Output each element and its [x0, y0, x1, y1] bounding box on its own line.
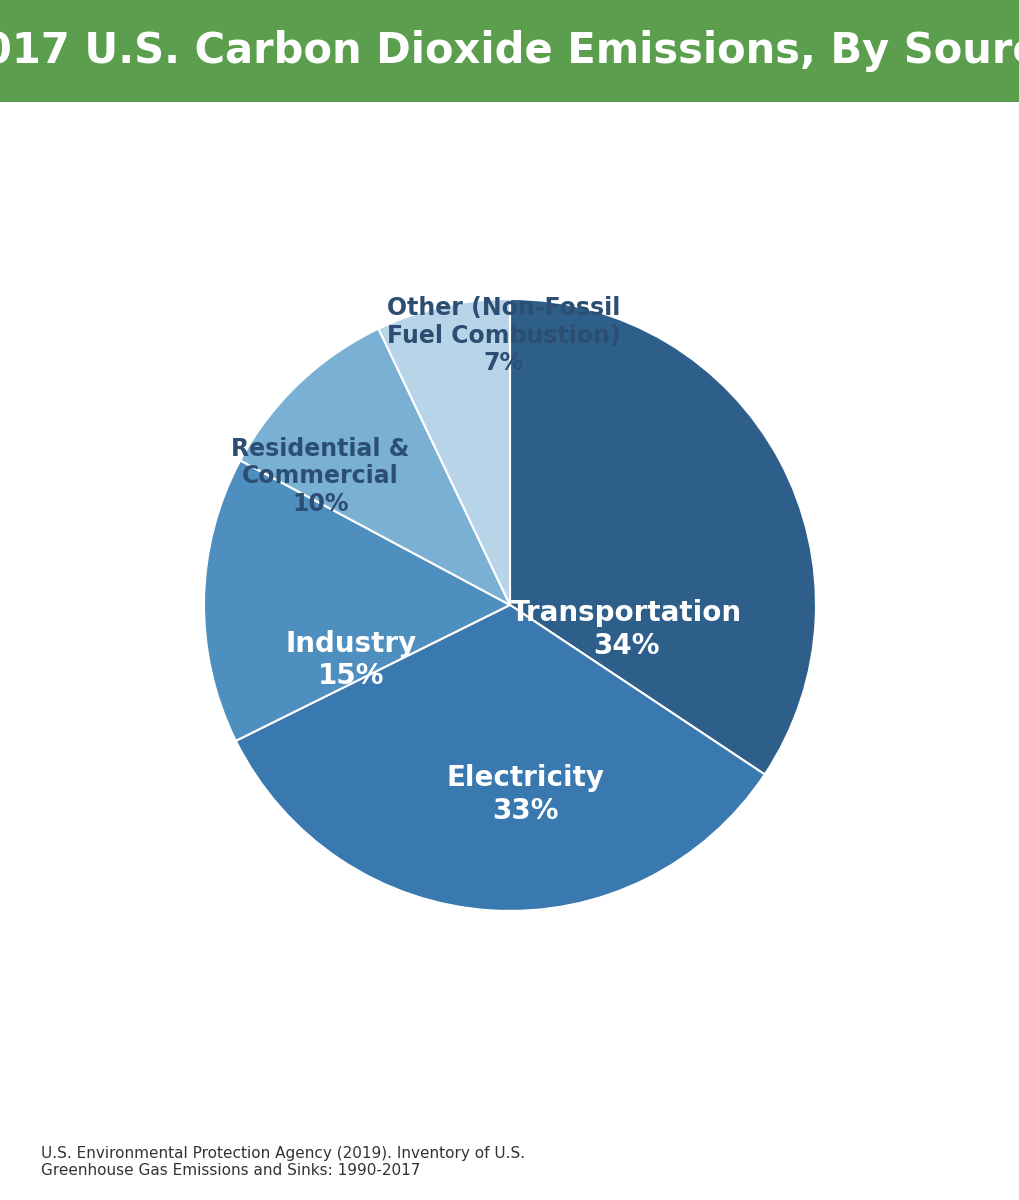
Bar	[0, 0, 1019, 2]
Bar	[0, 100, 1019, 102]
Bar	[0, 59, 1019, 61]
Bar	[0, 95, 1019, 97]
Bar	[0, 86, 1019, 89]
Bar	[0, 2, 1019, 5]
Bar	[0, 50, 1019, 54]
Wedge shape	[510, 299, 815, 774]
Bar	[0, 74, 1019, 77]
Text: Electricity
33%: Electricity 33%	[446, 764, 603, 824]
Text: Other (Non-Fossil
Fuel Combustion)
7%: Other (Non-Fossil Fuel Combustion) 7%	[386, 296, 621, 376]
Text: 2017 U.S. Carbon Dioxide Emissions, By Source: 2017 U.S. Carbon Dioxide Emissions, By S…	[0, 30, 1019, 72]
Bar	[0, 97, 1019, 100]
Bar	[0, 5, 1019, 7]
Bar	[0, 54, 1019, 56]
Bar	[0, 23, 1019, 25]
Text: Residential &
Commercial
10%: Residential & Commercial 10%	[231, 437, 409, 516]
Wedge shape	[204, 461, 510, 740]
Bar	[0, 72, 1019, 74]
Wedge shape	[240, 329, 510, 605]
Bar	[0, 16, 1019, 18]
Bar	[0, 82, 1019, 84]
Bar	[0, 20, 1019, 23]
Wedge shape	[378, 299, 510, 605]
Text: Transportation
34%: Transportation 34%	[511, 599, 741, 660]
Bar	[0, 34, 1019, 36]
Bar	[0, 31, 1019, 34]
Bar	[0, 68, 1019, 72]
Bar	[0, 10, 1019, 13]
Wedge shape	[235, 605, 764, 911]
Bar	[0, 28, 1019, 30]
Bar	[0, 18, 1019, 20]
Bar	[0, 91, 1019, 95]
Bar	[0, 46, 1019, 48]
Bar	[0, 36, 1019, 38]
Bar	[0, 77, 1019, 79]
Bar	[0, 41, 1019, 43]
Bar	[0, 56, 1019, 59]
Bar	[0, 61, 1019, 64]
Bar	[0, 13, 1019, 16]
Bar	[0, 7, 1019, 10]
Bar	[0, 64, 1019, 66]
Text: Industry
15%: Industry 15%	[285, 630, 416, 690]
Bar	[0, 38, 1019, 41]
Bar	[0, 48, 1019, 50]
Bar	[0, 66, 1019, 68]
Bar	[0, 89, 1019, 91]
Bar	[0, 79, 1019, 82]
Bar	[0, 25, 1019, 28]
Bar	[0, 84, 1019, 86]
Bar	[0, 43, 1019, 46]
Text: U.S. Environmental Protection Agency (2019). Inventory of U.S.
Greenhouse Gas Em: U.S. Environmental Protection Agency (20…	[41, 1146, 525, 1178]
